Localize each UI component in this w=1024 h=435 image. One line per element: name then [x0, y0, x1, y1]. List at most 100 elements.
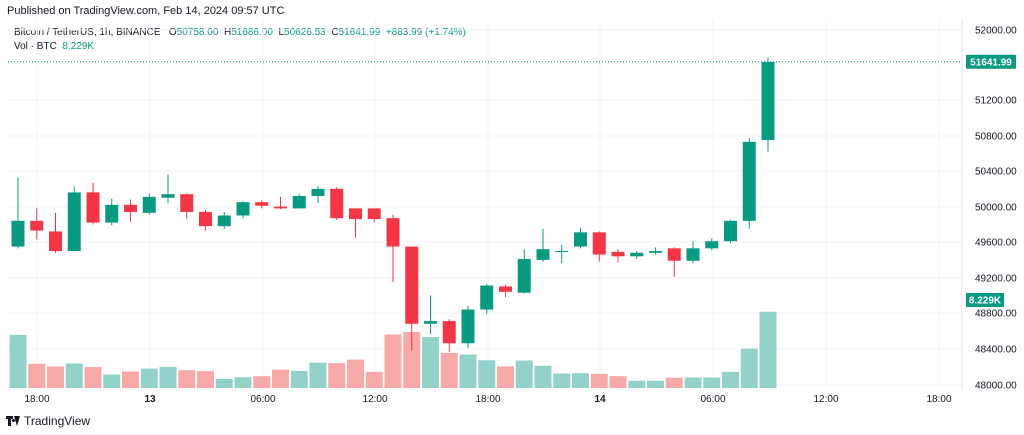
volume-label: Vol · BTC: [14, 41, 57, 52]
candle-body: [574, 232, 587, 247]
volume-bar: [684, 377, 702, 388]
volume-bar: [665, 377, 683, 388]
volume-bar: [365, 371, 383, 388]
y-tick-label: 50800.00: [975, 132, 1017, 143]
candle-body: [480, 285, 494, 310]
volume-bar: [384, 334, 402, 388]
candle-body: [630, 252, 644, 257]
candle-body: [49, 231, 62, 251]
volume-bar: [703, 377, 721, 388]
volume-bar: [628, 380, 646, 388]
x-tick-label: 06:00: [250, 394, 275, 405]
candle-body: [349, 208, 362, 220]
volume-bar: [47, 366, 64, 388]
volume-value: 8.229K: [62, 41, 95, 52]
published-caption: Published on TradingView.com, Feb 14, 20…: [7, 5, 285, 17]
candle-body: [105, 204, 119, 223]
volume-bar: [740, 348, 758, 388]
change-value: +883.99 (+1.74%): [385, 27, 466, 38]
candle-body: [292, 195, 306, 209]
volume-bar: [309, 362, 327, 388]
x-tick-label: 06:00: [700, 394, 725, 405]
volume-bar: [722, 371, 739, 388]
x-tick-label: 12:00: [813, 394, 838, 405]
volume-bar: [609, 376, 627, 388]
candle-body: [311, 188, 325, 196]
volume-bar: [272, 369, 289, 388]
candle-body: [386, 218, 400, 247]
volume-bar: [459, 354, 477, 388]
y-tick-label: 48400.00: [975, 345, 1017, 356]
y-tick-label: 48800.00: [975, 309, 1017, 320]
volume-bar: [84, 367, 102, 388]
x-tick-label: 18:00: [475, 394, 500, 405]
candle-body: [330, 188, 344, 219]
close-value: 51641.99: [338, 27, 381, 38]
tradingview-logo: TradingView: [6, 414, 90, 428]
volume-bar: [759, 311, 777, 388]
low-value: 50626.53: [284, 27, 326, 38]
last-price-label: 51641.99: [970, 57, 1012, 68]
volume-bar: [65, 363, 83, 388]
volume-bar: [647, 380, 664, 388]
candle-body: [686, 248, 700, 261]
candle-body: [611, 251, 625, 257]
candle-body: [592, 232, 606, 255]
candle-body: [124, 204, 137, 212]
x-tick-label: 12:00: [362, 394, 387, 405]
volume-bar: [28, 363, 46, 388]
candle-body: [499, 286, 512, 292]
volume-bar: [197, 371, 214, 388]
candle-body: [236, 202, 250, 216]
volume-bar: [440, 352, 458, 388]
y-tick-label: 52000.00: [975, 26, 1017, 37]
volume-bar: [159, 366, 177, 388]
volume-bar: [515, 360, 533, 388]
volume-bar: [290, 370, 308, 388]
y-tick-label: 50400.00: [975, 167, 1017, 178]
y-tick-label: 49200.00: [975, 274, 1017, 285]
price-legend: Bitcoin / TetherUS, 1h, BINANCE O50758.0…: [14, 27, 466, 38]
x-tick-label: 14: [594, 394, 606, 405]
candle-body: [724, 220, 737, 242]
candle-body: [180, 194, 194, 212]
y-tick-label: 48000.00: [975, 381, 1017, 392]
volume-bar: [122, 371, 139, 388]
y-tick-label: 49600.00: [975, 238, 1017, 249]
candle-body: [517, 258, 531, 293]
open-value: 50758.00: [176, 27, 219, 38]
x-tick-label: 18:00: [24, 394, 49, 405]
volume-bar: [234, 377, 252, 388]
volume-bar: [253, 376, 271, 388]
close-label: C: [331, 27, 339, 38]
candle-body: [424, 321, 437, 324]
volume-bar: [478, 360, 496, 388]
candle-body: [555, 250, 569, 252]
tradingview-logo-icon: [6, 416, 20, 426]
volume-bar: [590, 373, 608, 388]
volume-badge-label: 8.229K: [969, 296, 1002, 307]
tradingview-brand: TradingView: [24, 414, 91, 428]
candle-body: [405, 246, 419, 324]
candle-body: [461, 309, 475, 344]
last-price-badge: [966, 54, 1016, 69]
candle-body: [30, 220, 44, 231]
y-tick-label: 50000.00: [975, 203, 1017, 214]
volume-bar: [572, 373, 589, 388]
candle-body: [367, 208, 381, 220]
candle-body: [67, 192, 81, 251]
volume-legend: Vol · BTC 8.229K: [14, 41, 94, 52]
open-label: O: [168, 27, 177, 38]
candle-body: [761, 61, 775, 141]
volume-bar: [178, 370, 196, 388]
x-tick-label: 18:00: [926, 394, 951, 405]
candle-body: [649, 250, 662, 253]
volume-bar: [347, 359, 364, 388]
volume-badge: [966, 293, 1004, 307]
volume-bar: [422, 337, 439, 388]
x-tick-label: 13: [144, 394, 156, 405]
candle-body: [667, 248, 681, 261]
high-label: H: [223, 27, 232, 38]
volume-bar: [553, 373, 571, 388]
